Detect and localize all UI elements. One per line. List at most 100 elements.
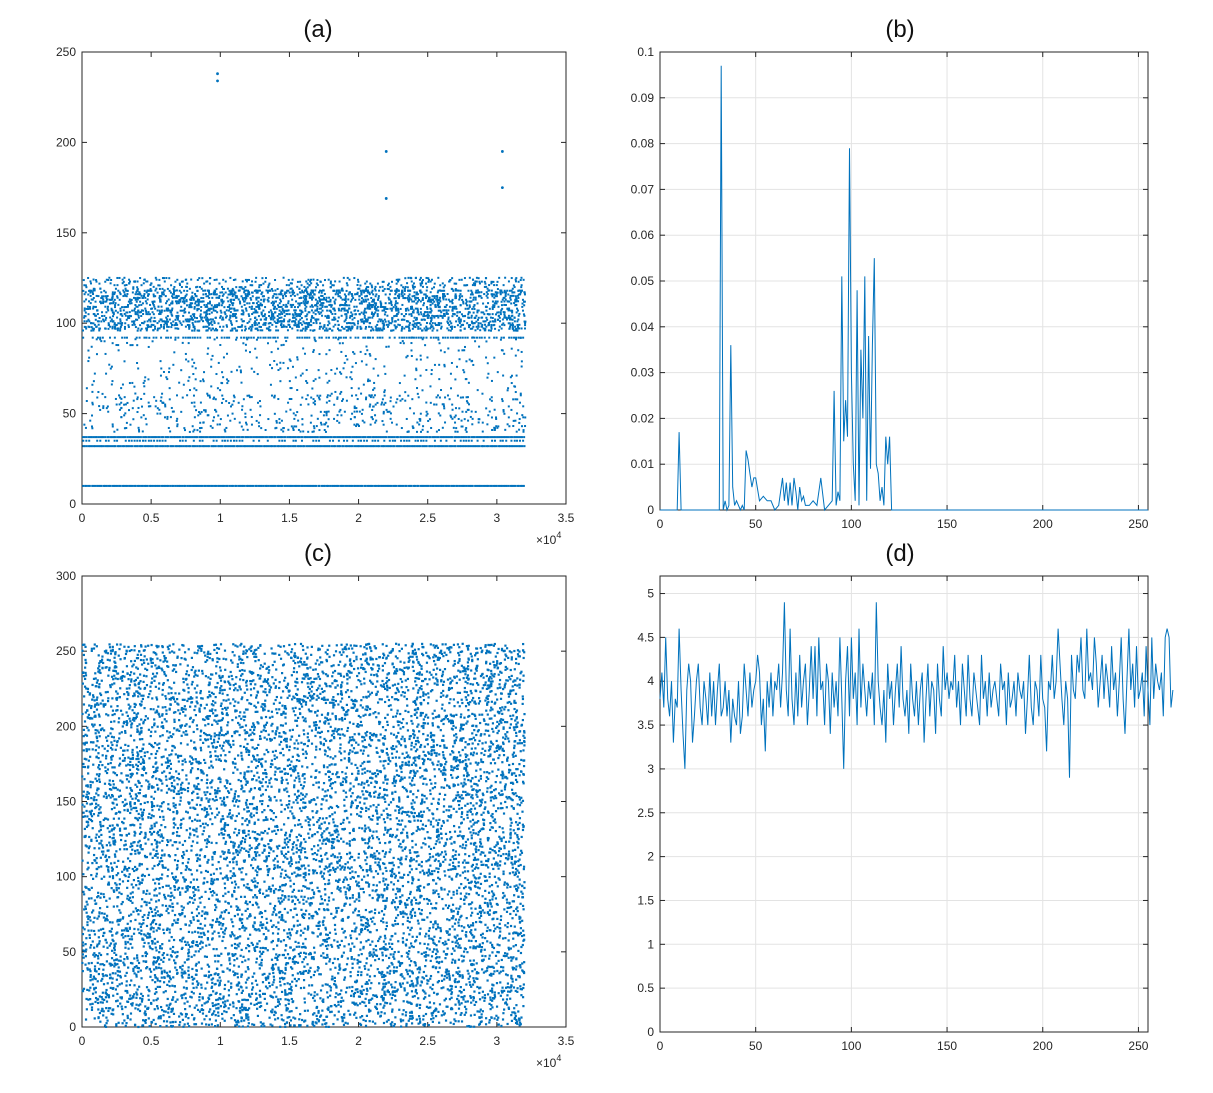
scatter-point [313,445,316,448]
scatter-point [318,298,321,301]
scatter-point [212,307,215,310]
scatter-point [178,381,181,384]
scatter-point [242,320,245,323]
scatter-point [185,298,188,301]
scatter-point [494,327,497,330]
scatter-point [218,436,221,439]
scatter-point [260,284,263,287]
scatter-point [195,696,198,699]
scatter-point [214,309,217,312]
scatter-point [175,314,178,317]
scatter-point [269,336,272,339]
scatter-point [124,294,127,297]
scatter-point [456,311,459,314]
scatter-point [104,396,107,399]
scatter-point [305,380,308,383]
scatter-point [164,322,167,325]
scatter-point [363,421,366,424]
scatter-point [326,329,329,332]
scatter-point [455,336,458,339]
scatter-point [388,410,391,413]
scatter-point [358,313,361,316]
scatter-point [449,329,452,332]
scatter-point [387,445,390,448]
scatter-point [237,805,240,808]
scatter-point [301,484,304,487]
scatter-point [154,484,157,487]
scatter-point [307,325,310,328]
scatter-point [467,311,470,314]
scatter-point [203,303,206,306]
scatter-point [229,311,232,314]
scatter-point [335,289,338,292]
scatter-point [523,314,526,317]
y-tick-label: 0.08 [631,137,655,151]
scatter-point [427,419,430,422]
scatter-point [192,298,195,301]
scatter-point [189,436,192,439]
scatter-point [334,298,337,301]
scatter-point [136,311,139,314]
scatter-point [198,411,201,414]
scatter-point [414,277,417,280]
scatter-point [421,445,424,448]
scatter-point [215,287,218,290]
scatter-point [100,320,103,323]
scatter-point [397,280,400,283]
scatter-point [187,436,190,439]
scatter-point [523,293,526,296]
scatter-point [509,294,512,297]
scatter-point [467,324,470,327]
scatter-point [215,373,218,376]
scatter-point [509,436,512,439]
scatter-point [118,484,121,487]
scatter-point [131,323,134,326]
scatter-point [438,378,441,381]
scatter-point [485,285,488,288]
scatter-point [141,484,144,487]
scatter-point [470,316,473,319]
scatter-point [181,759,184,763]
scatter-point [170,445,173,448]
scatter-point [285,303,288,306]
scatter-point [466,284,469,287]
scatter-point [278,436,281,439]
scatter-point [340,372,343,375]
scatter-point [344,484,347,487]
scatter-points [81,642,526,1029]
scatter-point [111,445,114,448]
scatter-point [146,313,149,316]
scatter-point [376,323,379,326]
scatter-point [317,396,320,399]
scatter-point [179,445,182,448]
scatter-point [129,300,132,303]
scatter-point [464,284,467,287]
scatter-point [509,298,512,301]
scatter-point [299,318,302,321]
scatter-point [406,282,409,285]
scatter-point [169,436,172,439]
scatter-point [371,300,374,303]
scatter-point [247,289,250,292]
scatter-point [369,423,372,426]
scatter-point [501,398,504,401]
scatter-point [189,315,192,318]
scatter-point [153,300,156,303]
scatter-point [192,992,195,995]
scatter-point [142,382,145,385]
scatter-point [365,294,368,297]
scatter-point [510,302,513,305]
scatter-point [291,289,294,292]
scatter-point [522,405,525,408]
scatter-point [334,445,337,448]
scatter-point [281,436,284,439]
scatter-point [325,336,328,339]
scatter-point [328,445,331,448]
scatter-point [124,322,127,325]
scatter-point [370,284,373,287]
scatter-point [328,304,331,307]
scatter-point [506,289,509,292]
scatter-point [240,436,243,439]
scatter-point [343,886,346,889]
scatter-point [411,295,414,298]
